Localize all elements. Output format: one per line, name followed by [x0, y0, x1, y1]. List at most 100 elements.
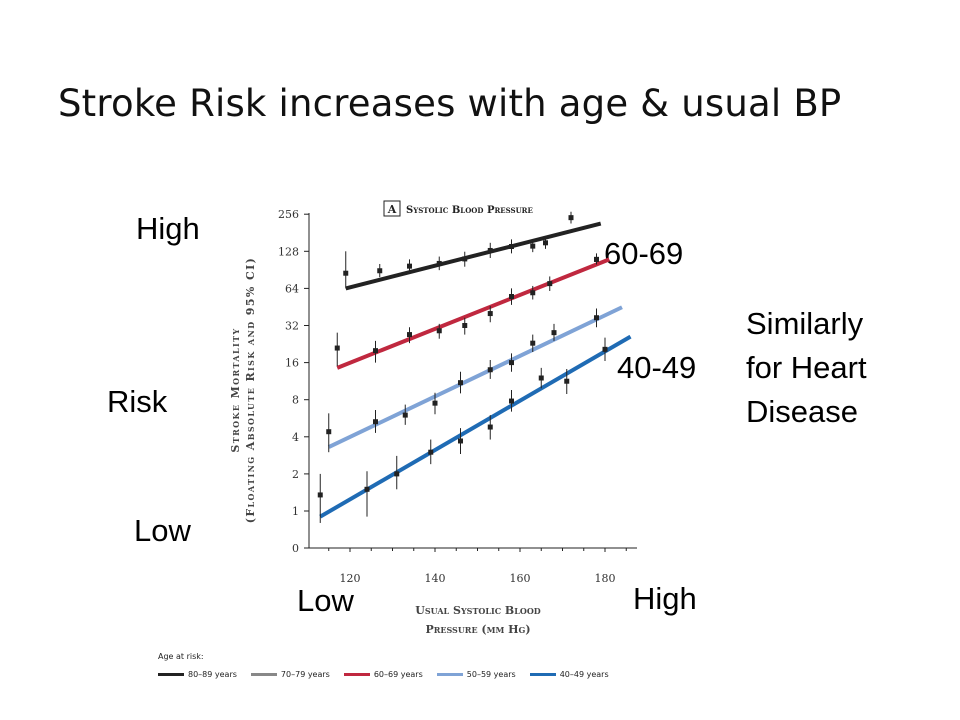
fit-line: [345, 221, 602, 291]
data-point: [487, 424, 493, 430]
data-point: [547, 281, 553, 287]
data-point: [458, 438, 463, 444]
data-point: [402, 412, 408, 418]
y-tick-label: 4: [292, 431, 299, 444]
y-tick-label: 1: [292, 505, 299, 518]
legend-label: 80–89 years: [188, 670, 237, 679]
note-line: Disease: [746, 394, 858, 429]
data-point: [317, 492, 323, 498]
legend-swatch: [436, 673, 463, 676]
y-high-annotation: High: [136, 211, 200, 246]
legend-swatch: [529, 673, 556, 676]
y-low-annotation: Low: [134, 513, 191, 548]
y-tick-label: 2: [292, 468, 299, 481]
y-tick-label: 8: [292, 394, 299, 407]
y-tick-label: 256: [278, 208, 299, 221]
data-point: [568, 215, 574, 221]
legend-swatch: [158, 673, 184, 676]
data-point: [551, 330, 557, 336]
data-point: [564, 378, 570, 384]
x-low-annotation: Low: [297, 583, 354, 618]
panel-letter-box: [383, 200, 401, 217]
data-point: [407, 332, 412, 338]
note-line: Similarly: [746, 306, 864, 341]
y-tick-label: 0: [292, 542, 299, 555]
y-axis-label-line: Stroke Mortality: [229, 327, 242, 452]
data-point: [436, 328, 442, 334]
slide-title: Stroke Risk increases with age & usual B…: [58, 82, 842, 125]
legend: Age at risk: 80–89 years 70–79 years 60–69…: [158, 652, 623, 679]
data-point: [364, 486, 370, 492]
legend-label: 60–69 years: [373, 670, 423, 679]
panel-header: A Systolic Blood Pressure: [383, 200, 533, 217]
data-point: [462, 256, 468, 262]
legend-item: 60–69 years: [343, 670, 423, 679]
y-tick-label: 64: [285, 282, 299, 295]
data-point: [530, 243, 536, 249]
data-point: [343, 270, 349, 276]
fit-line: [319, 334, 632, 519]
legend-item: 40–49 years: [529, 670, 609, 679]
y-axis-label-group: Stroke Mortality (Floating Absolute Risk…: [229, 257, 257, 524]
data-point: [334, 345, 340, 351]
data-point: [530, 290, 536, 296]
x-tick-label: 140: [425, 572, 446, 585]
data-point: [487, 247, 493, 253]
data-point: [594, 315, 599, 321]
data-point: [394, 471, 400, 477]
data-point: [373, 348, 378, 354]
heart-disease-note: Similarly for Heart Disease: [746, 302, 946, 434]
series-group: [317, 334, 632, 523]
y-tick-label: 16: [285, 357, 299, 370]
x-tick-label: 120: [340, 572, 361, 585]
data-point: [407, 263, 412, 269]
data-point: [432, 400, 438, 406]
y-tick-label: 128: [278, 245, 299, 258]
x-axis-label-group: Usual Systolic Blood Pressure (mm Hg): [415, 604, 541, 636]
legend-title: Age at risk:: [158, 652, 204, 661]
legend-swatch: [250, 673, 277, 676]
series-group: [343, 211, 602, 291]
legend-label: 50–59 years: [466, 670, 516, 679]
age-60-69-annotation: 60-69: [604, 236, 684, 271]
age-40-49-annotation: 40-49: [617, 350, 697, 385]
x-tick-label: 160: [510, 572, 531, 585]
data-point: [428, 449, 434, 455]
x-axis-label-line: Usual Systolic Blood: [415, 604, 541, 617]
fit-line: [336, 257, 610, 370]
legend-row: 80–89 years 70–79 years 60–69 years 50–59 y…: [158, 670, 623, 679]
y-risk-annotation: Risk: [107, 384, 168, 419]
y-axis-label-line: (Floating Absolute Risk and 95% CI): [244, 257, 257, 524]
chart-title: Systolic Blood Pressure: [406, 205, 533, 216]
data-point: [509, 360, 514, 366]
data-point: [436, 260, 442, 266]
legend-label: 70–79 years: [280, 670, 330, 679]
legend-item: 50–59 years: [436, 670, 516, 679]
data-point: [538, 375, 544, 381]
series-layer: [317, 211, 632, 523]
data-point: [602, 346, 608, 352]
data-point: [377, 268, 383, 274]
data-point: [543, 240, 548, 246]
data-point: [594, 256, 599, 262]
x-tick-label: 180: [595, 572, 616, 585]
data-point: [326, 429, 332, 435]
series-group: [334, 254, 610, 370]
data-point: [373, 419, 378, 425]
legend-swatch: [343, 673, 370, 676]
x-axis-label-line: Pressure (mm Hg): [425, 623, 530, 636]
axes: 0 1 2 4 8 16 32 64 128 256 120 140 160 180: [278, 208, 637, 585]
data-point: [509, 294, 514, 300]
note-line: for Heart: [746, 350, 867, 385]
x-high-annotation: High: [633, 581, 697, 616]
data-point: [509, 244, 514, 250]
legend-item: 70–79 years: [250, 670, 330, 679]
data-point: [487, 311, 493, 317]
legend-item: 80–89 years: [158, 670, 237, 679]
data-point: [530, 340, 536, 346]
panel-letter: A: [387, 203, 397, 216]
y-tick-label: 32: [285, 320, 299, 333]
data-point: [462, 323, 468, 328]
data-point: [487, 367, 493, 373]
